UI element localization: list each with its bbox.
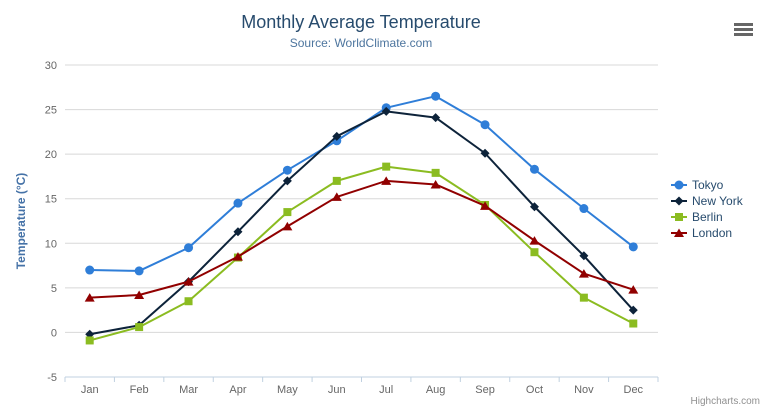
- point-new-york-aug[interactable]: [431, 113, 441, 123]
- legend-marker-tokyo[interactable]: [674, 180, 684, 190]
- point-london-may[interactable]: [282, 221, 293, 231]
- x-axis-label-feb: Feb: [130, 384, 149, 396]
- legend-item-new-york[interactable]: New York: [692, 194, 744, 208]
- x-axis-label-apr: Apr: [229, 384, 246, 396]
- y-axis-label-0: 0: [51, 327, 57, 339]
- point-london-aug[interactable]: [430, 179, 441, 189]
- legend-marker-berlin[interactable]: [675, 213, 683, 221]
- point-berlin-jul[interactable]: [382, 162, 391, 171]
- chart-subtitle: Source: WorldClimate.com: [290, 36, 433, 50]
- x-axis-label-nov: Nov: [574, 384, 594, 396]
- point-london-sep[interactable]: [480, 201, 491, 210]
- hamburger-menu-icon: [734, 23, 753, 36]
- y-axis-label-30: 30: [45, 60, 57, 72]
- x-axis-label-aug: Aug: [426, 384, 446, 396]
- x-axis-label-oct: Oct: [526, 384, 543, 396]
- y-axis-label--5: -5: [47, 372, 57, 384]
- point-berlin-mar[interactable]: [184, 297, 193, 306]
- y-axis-label-25: 25: [45, 105, 57, 117]
- credits-link[interactable]: Highcharts.com: [691, 396, 760, 407]
- point-tokyo-apr[interactable]: [233, 198, 243, 208]
- x-axis-label-jun: Jun: [328, 384, 346, 396]
- series-line-berlin[interactable]: [88, 165, 635, 342]
- legend-marker-new-york[interactable]: [674, 196, 684, 206]
- point-berlin-feb[interactable]: [135, 323, 144, 332]
- point-london-oct[interactable]: [529, 236, 540, 245]
- chart-title: Monthly Average Temperature: [241, 12, 480, 32]
- y-axis-label-5: 5: [51, 283, 57, 295]
- point-tokyo-aug[interactable]: [431, 91, 441, 101]
- x-axis-label-jan: Jan: [81, 384, 99, 396]
- y-axis-label-10: 10: [45, 238, 57, 250]
- legend: Tokyo New York Berlin London: [671, 178, 744, 240]
- legend-item-berlin[interactable]: Berlin: [692, 210, 723, 224]
- point-new-york-nov[interactable]: [579, 251, 589, 261]
- point-berlin-jan[interactable]: [85, 336, 94, 345]
- series-line-new-york[interactable]: [88, 110, 635, 336]
- point-london-mar[interactable]: [183, 277, 194, 286]
- point-london-dec[interactable]: [628, 285, 639, 294]
- point-london-jun[interactable]: [331, 192, 342, 201]
- legend-item-tokyo[interactable]: Tokyo: [692, 178, 724, 192]
- export-menu-button[interactable]: [728, 18, 758, 42]
- legend-marker-london[interactable]: [674, 228, 684, 238]
- point-berlin-dec[interactable]: [629, 319, 638, 328]
- point-london-feb[interactable]: [134, 290, 145, 299]
- x-axis-label-may: May: [277, 384, 298, 396]
- point-london-nov[interactable]: [578, 269, 589, 278]
- point-new-york-oct[interactable]: [529, 202, 539, 212]
- point-berlin-oct[interactable]: [530, 248, 539, 257]
- point-london-jan[interactable]: [84, 293, 95, 302]
- point-tokyo-jan[interactable]: [85, 265, 95, 275]
- legend-symbols: [671, 180, 687, 238]
- series-line-london[interactable]: [88, 179, 635, 299]
- x-axis-label-dec: Dec: [624, 384, 644, 396]
- y-axis-label-15: 15: [45, 194, 57, 206]
- point-london-apr[interactable]: [232, 252, 243, 261]
- point-berlin-aug[interactable]: [431, 168, 440, 177]
- point-new-york-sep[interactable]: [480, 148, 490, 158]
- point-berlin-jun[interactable]: [332, 176, 341, 185]
- y-axis-label-20: 20: [45, 149, 57, 161]
- point-tokyo-sep[interactable]: [480, 120, 490, 130]
- series-line-tokyo[interactable]: [88, 95, 635, 272]
- point-new-york-apr[interactable]: [233, 227, 243, 237]
- point-new-york-dec[interactable]: [628, 305, 638, 315]
- point-tokyo-nov[interactable]: [579, 204, 589, 214]
- point-tokyo-feb[interactable]: [134, 266, 144, 276]
- point-tokyo-may[interactable]: [282, 165, 292, 175]
- x-axis-label-mar: Mar: [179, 384, 198, 396]
- legend-item-london[interactable]: London: [692, 226, 732, 240]
- point-berlin-may[interactable]: [283, 208, 292, 217]
- y-axis-title: Temperature (°C): [14, 173, 28, 270]
- point-tokyo-mar[interactable]: [184, 243, 194, 253]
- point-tokyo-oct[interactable]: [529, 164, 539, 174]
- point-new-york-jun[interactable]: [332, 131, 342, 141]
- x-axis-label-jul: Jul: [379, 384, 393, 396]
- point-new-york-may[interactable]: [282, 176, 292, 186]
- point-berlin-nov[interactable]: [579, 293, 588, 302]
- point-new-york-jul[interactable]: [381, 106, 391, 116]
- point-london-jul[interactable]: [381, 176, 392, 185]
- x-axis-label-sep: Sep: [475, 384, 495, 396]
- point-tokyo-dec[interactable]: [628, 242, 638, 252]
- plot-area: -5 0 5 10 15 20 25 30 Jan Feb Mar Apr May Jun Jul Aug Se…: [45, 60, 659, 396]
